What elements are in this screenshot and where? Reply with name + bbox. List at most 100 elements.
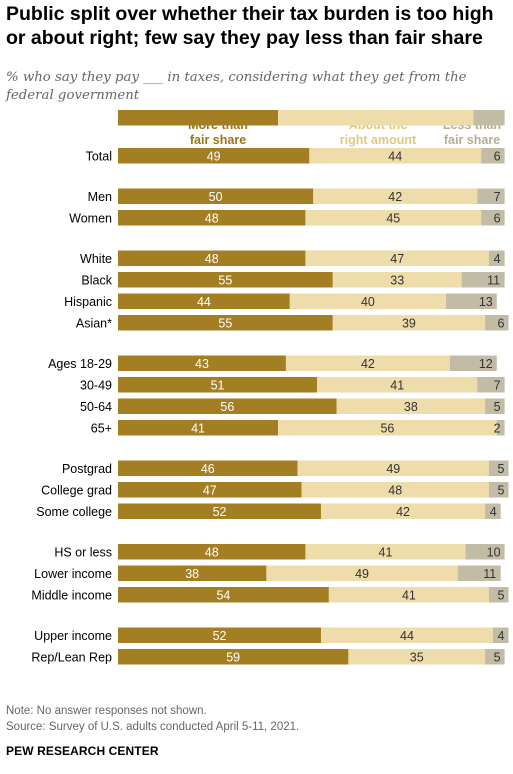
data-label-series-2: 48	[388, 483, 402, 497]
bar-segment-series-3	[465, 544, 505, 560]
bar-segment-series-2	[317, 377, 478, 393]
bar-segment-series-2	[321, 503, 486, 519]
chart-subtitle: % who say they pay ___ in taxes, conside…	[6, 70, 467, 103]
data-label-series-2: 50	[369, 110, 383, 113]
data-label-series-3: 5	[494, 650, 501, 664]
data-label-series-1: 49	[207, 149, 221, 163]
bar-segment-series-3	[457, 565, 501, 581]
bar-segment-series-3	[492, 627, 509, 643]
bar-segment-series-3	[481, 210, 505, 226]
category-label: HS or less	[54, 545, 112, 559]
category-label: 50-64	[80, 400, 112, 414]
bar-segment-series-1	[118, 544, 306, 560]
bar-segment-series-3	[477, 377, 505, 393]
bar-segment-series-2	[332, 315, 486, 331]
bar-segment-series-2	[278, 420, 497, 436]
bar-segment-series-3	[449, 355, 497, 371]
data-label-series-1: 46	[201, 462, 215, 476]
bar-segment-series-1	[118, 188, 314, 204]
category-label: Asian*	[76, 316, 112, 330]
data-label-series-2: 45	[386, 211, 400, 225]
data-label-series-2: 42	[396, 505, 410, 519]
bar-segment-series-3	[488, 250, 505, 266]
data-label-series-1: 48	[205, 211, 219, 225]
bar-segment-series-3	[496, 420, 505, 436]
data-label-series-2: 41	[379, 545, 393, 559]
bar-segment-series-2	[305, 210, 482, 226]
data-label-series-2: 44	[400, 629, 414, 643]
bar-segment-series-1	[118, 315, 333, 331]
bar-segment-series-2	[336, 398, 486, 414]
data-label-series-3: 13	[479, 295, 493, 309]
data-label-series-3: 2	[494, 421, 501, 435]
data-label-series-1: 48	[205, 252, 219, 266]
category-label: White	[80, 252, 112, 266]
data-label-series-3: 4	[490, 505, 497, 519]
bar-segment-series-3	[488, 460, 509, 476]
data-label-series-2: 56	[380, 421, 394, 435]
data-label-series-1: 51	[211, 378, 225, 392]
data-label-series-3: 12	[479, 357, 493, 371]
bar-segment-series-3	[485, 649, 505, 665]
data-label-series-1: 43	[195, 357, 209, 371]
data-label-series-2: 41	[402, 588, 416, 602]
data-label-series-1: 47	[203, 483, 217, 497]
bar-segment-series-3	[461, 272, 505, 288]
bar-segment-series-1	[118, 398, 337, 414]
bar-segment-series-3	[488, 587, 509, 603]
data-label-series-3: 5	[498, 588, 505, 602]
category-label: Hispanic	[64, 295, 112, 309]
category-label: Dem/Lean Dem	[24, 110, 112, 113]
bar-segment-series-2	[348, 649, 486, 665]
column-header-1-line2: fair share	[190, 133, 246, 147]
bar-segment-series-1	[118, 503, 322, 519]
bar-segment-series-1	[118, 148, 310, 164]
chart-title: Public split over whether their tax burd…	[6, 3, 494, 49]
category-label: Total	[86, 149, 112, 163]
bar-segment-series-3	[485, 315, 509, 331]
data-label-series-3: 5	[498, 462, 505, 476]
bar-segment-series-3	[473, 110, 505, 126]
bar-segment-series-1	[118, 272, 333, 288]
bar-segment-series-2	[297, 460, 489, 476]
bar-segment-series-1	[118, 110, 279, 126]
data-label-series-1: 44	[197, 295, 211, 309]
bar-segment-series-1	[118, 587, 329, 603]
data-label-series-2: 47	[390, 252, 404, 266]
data-label-series-3: 11	[487, 273, 500, 287]
bar-segment-series-1	[118, 420, 279, 436]
category-label: Men	[88, 190, 112, 204]
data-label-series-3: 7	[494, 378, 501, 392]
bar-segment-series-2	[321, 627, 493, 643]
bar-segment-series-1	[118, 482, 302, 498]
bar-segment-series-3	[446, 293, 497, 309]
brand-logo-text: PEW RESEARCH CENTER	[6, 744, 159, 758]
bar-segment-series-2	[289, 293, 447, 309]
bar-segment-series-1	[118, 649, 349, 665]
data-label-series-2: 40	[361, 295, 375, 309]
bar-segment-series-2	[313, 188, 478, 204]
data-label-series-2: 49	[386, 462, 400, 476]
bar-segment-series-2	[278, 110, 474, 126]
data-label-series-1: 55	[218, 316, 232, 330]
source-text: Source: Survey of U.S. adults conducted …	[6, 721, 300, 733]
bar-segment-series-3	[481, 148, 505, 164]
data-label-series-3: 6	[494, 149, 501, 163]
data-label-series-3: 8	[494, 110, 501, 113]
data-label-series-2: 42	[388, 190, 402, 204]
bar-segment-series-1	[118, 627, 322, 643]
category-label: Upper income	[34, 629, 112, 643]
note-text: Note: No answer responses not shown.	[6, 705, 207, 717]
data-label-series-3: 7	[494, 190, 501, 204]
bar-segment-series-2	[332, 272, 462, 288]
data-label-series-1: 52	[213, 505, 227, 519]
category-label: Black	[81, 273, 112, 287]
data-label-series-2: 33	[390, 273, 404, 287]
category-label: Some college	[36, 505, 112, 519]
bar-segment-series-1	[118, 355, 286, 371]
bar-segment-series-1	[118, 565, 267, 581]
data-label-series-2: 44	[388, 149, 402, 163]
data-label-series-3: 6	[498, 316, 505, 330]
category-label: Rep/Lean Rep	[31, 650, 112, 664]
